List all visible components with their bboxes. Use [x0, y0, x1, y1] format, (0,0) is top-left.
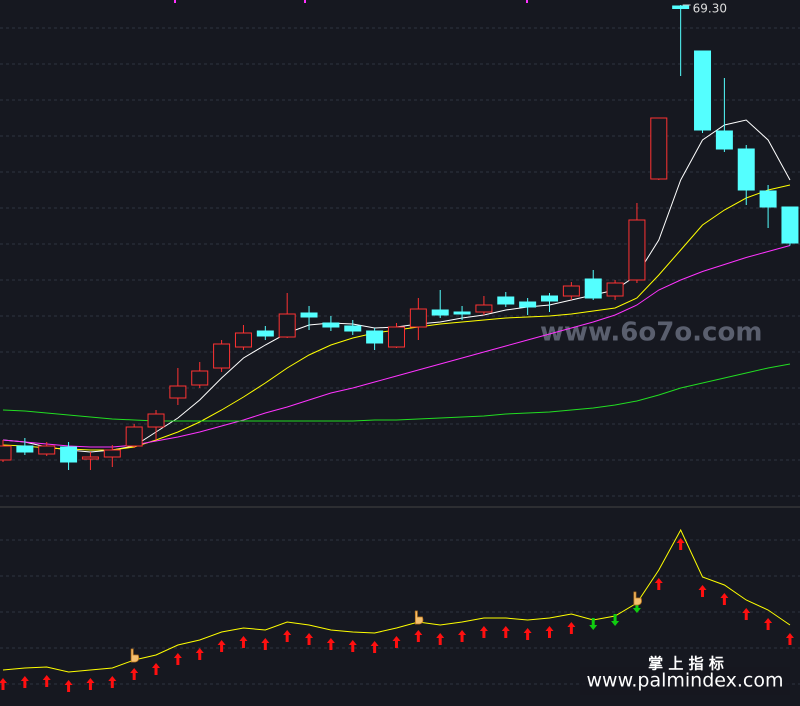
candle-body [387, 326, 405, 348]
signal-arrow [239, 636, 248, 648]
candle-body [759, 190, 777, 208]
signal-arrow [64, 680, 73, 692]
signal-arrow [479, 626, 488, 638]
signal-arrow [42, 675, 51, 687]
high-label: 69.30 [693, 2, 727, 16]
candle-body [278, 313, 296, 338]
signal-arrow [676, 538, 685, 550]
signal-arrow [86, 678, 95, 690]
signal-arrow [195, 648, 204, 660]
signal-arrow [414, 630, 423, 642]
signal-arrow [305, 633, 314, 645]
signal-arrow [764, 618, 773, 630]
candle-body [38, 445, 56, 455]
signal-arrow [698, 585, 707, 597]
signal-arrow [501, 626, 510, 638]
candle-body [366, 330, 384, 344]
signal-arrow [742, 608, 751, 620]
watermark-site: www.6o7o.com [540, 318, 762, 348]
candle-body [213, 343, 231, 369]
candle-body [234, 332, 252, 348]
watermark-brand: 掌 上 指 标 [648, 655, 724, 673]
candle-body [431, 309, 449, 316]
moving-average [2, 363, 791, 422]
signal-arrow [261, 638, 270, 650]
hand-marker [633, 591, 642, 606]
candle-body [737, 148, 755, 191]
candle-body [606, 282, 624, 297]
signal-arrow [370, 641, 379, 653]
candle-body [16, 445, 34, 453]
watermark-url: www.palmindex.com [586, 670, 783, 692]
candle-body [60, 446, 78, 463]
candle-body [409, 308, 427, 328]
candle-body [562, 285, 580, 297]
candle-body [475, 304, 493, 313]
signal-arrow [589, 618, 598, 630]
hand-marker [414, 610, 424, 625]
signal-arrow [611, 614, 620, 626]
signal-arrow [567, 622, 576, 634]
candle-body [650, 117, 668, 180]
signal-arrow [108, 676, 117, 688]
candle-body [453, 311, 471, 315]
signal-arrow [458, 630, 467, 642]
signal-arrow [436, 633, 445, 645]
signal-arrow [0, 678, 7, 690]
signal-arrow [217, 640, 226, 652]
signal-arrow [392, 636, 401, 648]
candle-body [322, 322, 340, 328]
candle-body [628, 219, 646, 281]
signal-arrow [20, 676, 29, 688]
candle-body [519, 301, 537, 308]
signal-arrow [348, 640, 357, 652]
signal-arrow [283, 630, 292, 642]
signal-arrow [785, 633, 794, 645]
signal-arrow [632, 601, 641, 613]
candle-body [81, 456, 99, 460]
candle-body [300, 312, 318, 318]
candle-body [694, 50, 712, 131]
candle-body [103, 449, 121, 458]
signal-arrow [654, 578, 663, 590]
candle-body [0, 445, 12, 461]
candle-body [169, 385, 187, 399]
candle-body [715, 130, 733, 150]
candle-body [191, 370, 209, 386]
candle-body [125, 426, 143, 447]
candle-body [497, 296, 515, 305]
candle-body [672, 5, 690, 9]
signal-arrow [720, 593, 729, 605]
candle-body [344, 325, 362, 332]
signal-arrow [523, 628, 532, 640]
brand-backdrop [580, 667, 790, 695]
signal-arrow [130, 668, 139, 680]
candle-body [781, 206, 799, 244]
signal-arrow [326, 638, 335, 650]
signal-arrow [173, 653, 182, 665]
candle-body [541, 295, 558, 302]
candle-body [584, 278, 602, 299]
hand-marker [130, 648, 140, 663]
signal-arrow [545, 626, 554, 638]
signal-arrow [152, 663, 161, 675]
candle-body [147, 413, 165, 428]
candle-body [256, 330, 274, 337]
